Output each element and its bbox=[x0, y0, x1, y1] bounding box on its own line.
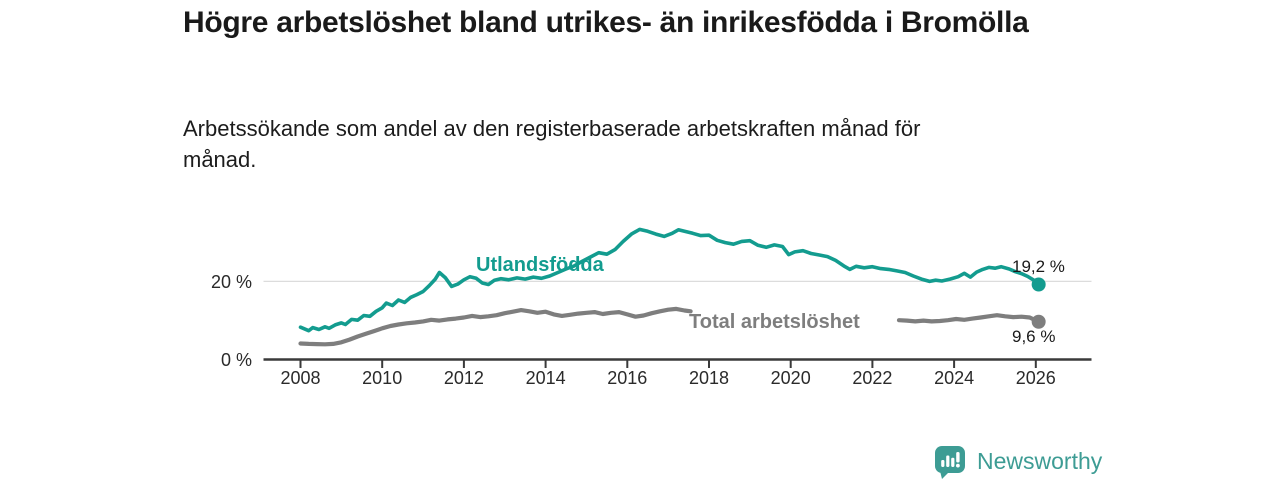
y-tick-label-20: 20 % bbox=[210, 272, 252, 293]
newsworthy-wordmark: Newsworthy bbox=[977, 448, 1103, 474]
series-line-1-segment-0 bbox=[298, 306, 693, 347]
series-end-dot-0 bbox=[1031, 277, 1046, 292]
x-tick-label-2008: 2008 bbox=[280, 368, 321, 388]
chart-subtitle: Arbetssökande som andel av den registerb… bbox=[183, 116, 921, 172]
x-tick-label-2014: 2014 bbox=[525, 368, 566, 388]
x-tick-label-2022: 2022 bbox=[852, 368, 893, 388]
newsworthy-branding: Newsworthy bbox=[933, 444, 1102, 479]
series-label-total-arbetsloshet: Total arbetslöshet bbox=[689, 311, 860, 333]
end-value-label-total-arbetsloshet: 9,6 % bbox=[1012, 327, 1056, 346]
y-tick-label-0: 0 % bbox=[220, 350, 252, 370]
x-tick-label-2012: 2012 bbox=[443, 368, 484, 388]
x-tick-label-2018: 2018 bbox=[688, 368, 730, 388]
x-tick-label-2020: 2020 bbox=[770, 368, 811, 388]
x-tick-label-2010: 2010 bbox=[362, 368, 403, 388]
chart-title: Högre arbetslöshet bland utrikes- än inr… bbox=[183, 6, 1029, 39]
series-line-0-segment-0 bbox=[298, 227, 1041, 333]
series-end-dot-1 bbox=[1031, 314, 1046, 329]
series-label-utlandsfodda: Utlandsfödda bbox=[476, 254, 604, 276]
end-value-label-utlandsfodda: 19,2 % bbox=[1012, 257, 1065, 276]
series-line-1-segment-1 bbox=[896, 313, 1041, 324]
x-tick-label-2016: 2016 bbox=[607, 368, 648, 388]
x-tick-label-2024: 2024 bbox=[934, 368, 975, 388]
newsworthy-bar-chart-bubble-icon bbox=[935, 446, 965, 479]
x-tick-label-2026: 2026 bbox=[1015, 368, 1056, 388]
